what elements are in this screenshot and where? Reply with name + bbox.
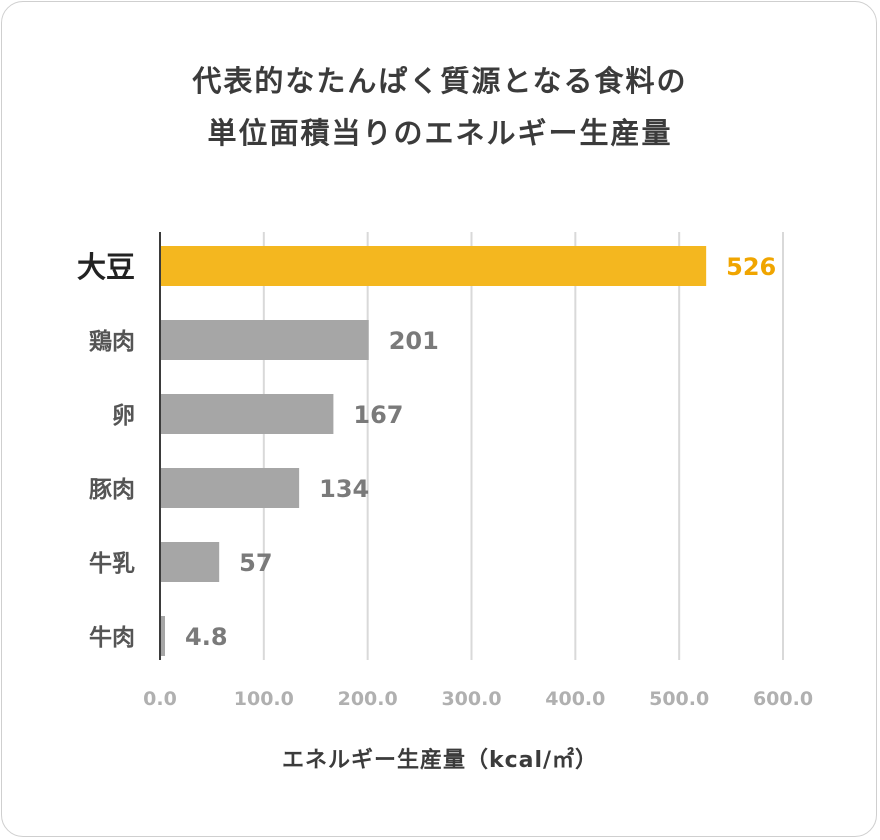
x-tick-label: 0.0 [143, 688, 177, 710]
x-tick-label: 400.0 [545, 688, 605, 710]
bar [160, 246, 707, 286]
x-axis-label: エネルギー生産量（kcal/㎡） [281, 748, 599, 773]
data-label: 526 [726, 253, 776, 281]
category-label: 鶏肉 [89, 328, 135, 355]
category-label: 豚肉 [89, 477, 135, 503]
x-tick-label: 200.0 [338, 688, 398, 710]
x-tick-label: 600.0 [753, 688, 813, 710]
bar [160, 616, 165, 656]
bar [160, 320, 369, 360]
data-label: 167 [353, 401, 403, 429]
data-label: 4.8 [185, 623, 228, 651]
x-tick-label: 500.0 [649, 688, 709, 710]
chart-title-line-2: 単位面積当りのエネルギー生産量 [207, 116, 673, 150]
category-label: 卵 [112, 403, 135, 429]
bar [160, 394, 334, 434]
data-label: 134 [319, 475, 369, 503]
x-tick-label: 300.0 [441, 688, 501, 710]
category-label: 牛肉 [89, 625, 135, 651]
bar [160, 542, 220, 582]
chart-title-line-1: 代表的なたんぱく質源となる食料の [192, 64, 688, 98]
category-label: 大豆 [77, 250, 135, 284]
bar [160, 468, 300, 508]
x-tick-label: 100.0 [234, 688, 294, 710]
category-label: 牛乳 [89, 550, 135, 577]
data-label: 201 [389, 327, 439, 355]
data-label: 57 [239, 549, 272, 577]
